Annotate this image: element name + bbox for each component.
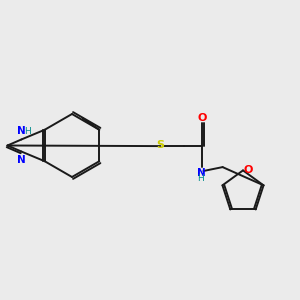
Text: N: N — [17, 155, 26, 165]
Text: H: H — [25, 127, 32, 136]
Text: O: O — [244, 165, 253, 176]
Text: N: N — [17, 126, 26, 136]
Text: H: H — [198, 174, 204, 183]
Text: O: O — [197, 112, 207, 123]
Text: S: S — [157, 140, 164, 150]
Text: N: N — [196, 167, 206, 178]
